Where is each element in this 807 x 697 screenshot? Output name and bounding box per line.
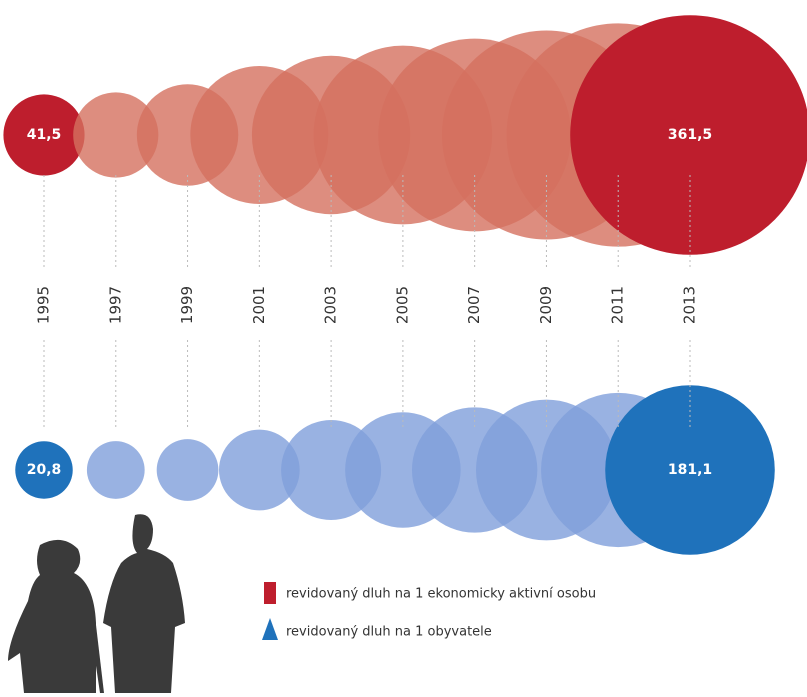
bubble: [570, 15, 807, 255]
value-label: 20,8: [27, 462, 62, 478]
label-bg: [248, 270, 271, 340]
man-suit: [103, 514, 185, 693]
x-tick-label: 1997: [106, 286, 124, 324]
x-tick-label: 2003: [322, 286, 340, 324]
x-tick-label: 2011: [609, 286, 627, 324]
x-tick-label: 2013: [681, 286, 699, 324]
label-bg: [535, 270, 558, 340]
x-tick-label: 2007: [465, 286, 483, 324]
bubble: [156, 439, 219, 501]
label-bg: [176, 270, 199, 340]
bubble: [3, 94, 85, 176]
label-bg: [607, 270, 630, 340]
label-bg: [679, 270, 701, 340]
bubble: [15, 441, 73, 499]
bubbles: [3, 15, 807, 555]
x-tick-label: 1999: [178, 286, 196, 324]
x-tick-label: 1995: [35, 286, 53, 324]
legend: revidovaný dluh na 1 ekonomicky aktivní …: [262, 582, 596, 640]
silhouettes: [8, 514, 185, 693]
bubble: [73, 92, 159, 178]
cane: [90, 625, 104, 693]
value-label: 181,1: [668, 462, 712, 478]
value-label: 41,5: [27, 127, 62, 143]
x-tick-label: 2001: [250, 286, 268, 324]
bubble: [218, 429, 300, 511]
legend-icon: [262, 618, 278, 640]
legend-icon: [264, 582, 276, 604]
legend-label: revidovaný dluh na 1 ekonomicky aktivní …: [286, 587, 596, 602]
label-bg: [104, 270, 127, 340]
label-bg: [463, 270, 486, 340]
x-tick-label: 2005: [393, 286, 411, 324]
x-tick-label: 2009: [537, 286, 555, 324]
bubble: [86, 441, 145, 499]
value-label: 361,5: [668, 127, 712, 143]
bubble: [605, 385, 775, 555]
label-bg: [320, 270, 343, 340]
legend-label: revidovaný dluh na 1 obyvatele: [286, 625, 492, 640]
label-bg: [33, 270, 55, 340]
old-man: [8, 539, 96, 693]
label-bg: [391, 270, 414, 340]
